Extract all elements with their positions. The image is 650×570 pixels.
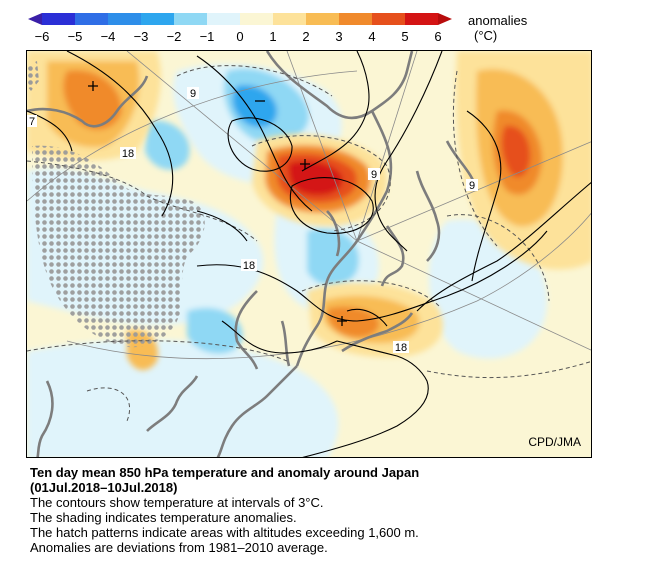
plus-marker bbox=[300, 159, 310, 169]
colorbar-tick: 0 bbox=[236, 29, 243, 44]
contour-centers bbox=[88, 81, 347, 326]
colorbar-swatch bbox=[42, 13, 75, 25]
colorbar-tick: 2 bbox=[302, 29, 309, 44]
colorbar-tick: −2 bbox=[167, 29, 182, 44]
colorbar-tick: −3 bbox=[134, 29, 149, 44]
colorbar-swatch bbox=[240, 13, 273, 25]
colorbar-swatch bbox=[207, 13, 240, 25]
anomaly-contours-dashed bbox=[27, 65, 591, 422]
colorbar-right-arrow bbox=[438, 13, 452, 25]
colorbar-label: anomalies bbox=[468, 13, 528, 28]
colorbar-tick: 6 bbox=[434, 29, 441, 44]
colorbar-swatch bbox=[108, 13, 141, 25]
colorbar-tick: 3 bbox=[335, 29, 342, 44]
caption-period: (01Jul.2018–10Jul.2018) bbox=[30, 480, 178, 495]
colorbar-swatch bbox=[75, 13, 108, 25]
contour-label: 18 bbox=[122, 148, 134, 160]
caption-line: The contours show temperature at interva… bbox=[30, 495, 324, 510]
coastlines bbox=[27, 51, 479, 457]
colorbar-tick: 4 bbox=[368, 29, 375, 44]
anomaly-map: 9 7 18 9 9 18 18 CPD/JMA bbox=[26, 50, 592, 458]
colorbar-swatch bbox=[372, 13, 405, 25]
caption-line: The shading indicates temperature anomal… bbox=[30, 510, 297, 525]
contour-label: 18 bbox=[243, 260, 255, 272]
contour-label: 9 bbox=[469, 180, 475, 192]
colorbar-swatch bbox=[141, 13, 174, 25]
caption-title: Ten day mean 850 hPa temperature and ano… bbox=[30, 465, 420, 480]
credit-label: CPD/JMA bbox=[528, 435, 581, 449]
colorbar-left-arrow bbox=[28, 13, 42, 25]
colorbar-swatch bbox=[273, 13, 306, 25]
map-canvas: 9 7 18 9 9 18 18 bbox=[27, 51, 591, 457]
plus-marker bbox=[337, 316, 347, 326]
contour-label: 18 bbox=[395, 342, 407, 354]
colorbar-tick: 5 bbox=[401, 29, 408, 44]
colorbar-tick: −1 bbox=[200, 29, 215, 44]
temperature-contours bbox=[27, 51, 591, 457]
colorbar-swatch bbox=[174, 13, 207, 25]
caption-line: The hatch patterns indicate areas with a… bbox=[30, 525, 419, 540]
colorbar-tick: 1 bbox=[269, 29, 276, 44]
colorbar-swatches bbox=[28, 13, 452, 25]
caption: Ten day mean 850 hPa temperature and ano… bbox=[30, 465, 419, 555]
colorbar-swatch bbox=[339, 13, 372, 25]
colorbar-swatch bbox=[306, 13, 339, 25]
contour-label: 9 bbox=[190, 88, 196, 100]
colorbar-swatch bbox=[405, 13, 438, 25]
colorbar-unit: (°C) bbox=[474, 28, 498, 43]
plus-marker bbox=[88, 81, 98, 91]
anomaly-colorbar: −6 −5 −4 −3 −2 −1 0 1 2 3 4 5 6 bbox=[28, 13, 452, 44]
colorbar-tick: −5 bbox=[68, 29, 83, 44]
positive-anomaly-shading bbox=[27, 51, 591, 371]
caption-line: Anomalies are deviations from 1981–2010 … bbox=[30, 540, 328, 555]
contour-label: 7 bbox=[29, 116, 35, 128]
contour-label: 9 bbox=[371, 169, 377, 181]
colorbar-tick: −4 bbox=[101, 29, 116, 44]
colorbar-tick: −6 bbox=[35, 29, 50, 44]
altitude-hatching bbox=[27, 61, 205, 348]
